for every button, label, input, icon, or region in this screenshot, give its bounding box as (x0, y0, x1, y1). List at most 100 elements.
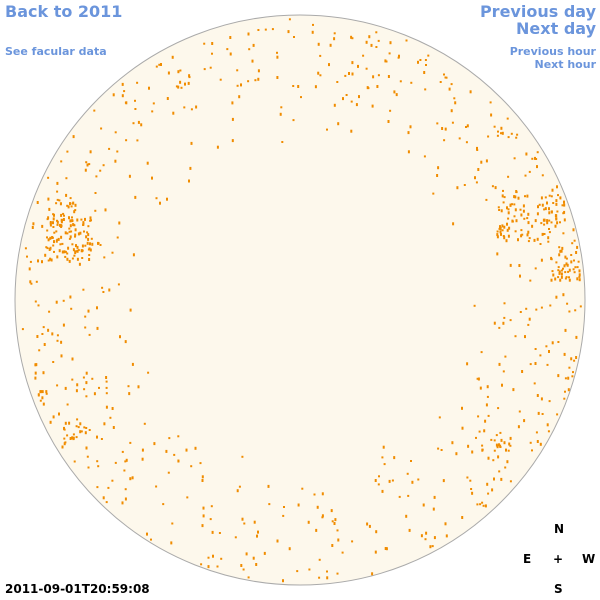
facula (236, 69, 239, 72)
facula (168, 437, 171, 440)
back-link[interactable]: Back to 2011 (5, 2, 123, 21)
facula (547, 236, 550, 240)
facula (562, 232, 565, 235)
facula (539, 243, 542, 245)
facula (453, 97, 456, 100)
facula (72, 248, 75, 252)
facula (351, 72, 354, 76)
facula (194, 446, 197, 450)
facula (87, 309, 90, 313)
facula (511, 203, 513, 206)
facula (203, 42, 206, 45)
facula (229, 52, 232, 56)
facular-link[interactable]: See facular data (5, 45, 107, 58)
facula (560, 269, 563, 272)
facula (506, 206, 508, 210)
facula (85, 235, 88, 239)
facula (69, 224, 72, 228)
facula (155, 485, 158, 488)
facula (455, 452, 458, 456)
facula (68, 237, 71, 240)
facula (564, 328, 567, 332)
facula (36, 201, 39, 204)
facula (564, 271, 567, 274)
facula (255, 563, 258, 566)
facula (73, 254, 76, 257)
facula (49, 236, 52, 240)
facula (220, 557, 223, 560)
facula (502, 370, 505, 373)
facula (201, 479, 204, 482)
facula (93, 109, 96, 112)
facula (389, 41, 392, 45)
facula (507, 449, 510, 452)
facula (81, 249, 84, 252)
facula (549, 304, 552, 307)
facula (238, 485, 241, 488)
facula (84, 431, 87, 435)
facula (155, 65, 158, 68)
facula (89, 242, 91, 246)
facula (172, 111, 175, 115)
facula (141, 448, 144, 452)
facula (162, 503, 165, 506)
facula (131, 476, 134, 480)
facula (60, 224, 63, 227)
facula (570, 260, 573, 264)
facula (81, 244, 84, 248)
facula (381, 489, 384, 493)
faculae (21, 18, 582, 583)
facula (276, 76, 279, 79)
facula (536, 212, 539, 216)
facula (118, 221, 121, 225)
facula (508, 226, 511, 230)
facula (71, 243, 74, 246)
facula (424, 538, 427, 541)
facula (519, 208, 522, 211)
facula (552, 273, 555, 277)
facula (321, 516, 324, 519)
facula (350, 35, 353, 39)
facula (571, 242, 574, 245)
previous-hour-link[interactable]: Previous hour (509, 45, 596, 58)
facula (496, 134, 499, 137)
facula (436, 122, 439, 125)
previous-day-link[interactable]: Previous day (479, 2, 596, 21)
next-day-link[interactable]: Next day (516, 19, 596, 38)
facula (476, 149, 479, 151)
facula (74, 209, 77, 212)
facula (503, 196, 506, 199)
facula (73, 224, 76, 227)
facula (496, 230, 499, 233)
facula (564, 390, 566, 393)
facula (485, 198, 488, 201)
facula (491, 185, 494, 188)
facula (330, 509, 333, 513)
facula (357, 64, 359, 68)
facula (499, 225, 501, 229)
facula (437, 447, 440, 450)
facula (66, 257, 69, 261)
facula (573, 359, 576, 362)
facula (86, 163, 89, 167)
facula (321, 492, 324, 496)
facula (333, 522, 336, 525)
facula (53, 213, 55, 217)
facula (301, 487, 304, 490)
facula (241, 517, 244, 521)
facula (179, 80, 182, 84)
facula (257, 29, 260, 31)
facula (52, 244, 55, 247)
facula (68, 216, 70, 220)
facula (374, 550, 377, 554)
facula (200, 563, 203, 566)
facula (350, 129, 353, 133)
facula (576, 245, 579, 249)
facula (88, 429, 91, 431)
facula (546, 201, 548, 205)
facula (153, 442, 156, 446)
next-hour-link[interactable]: Next hour (534, 58, 597, 71)
facula (55, 239, 58, 243)
facula (177, 70, 180, 74)
facula (24, 247, 27, 250)
